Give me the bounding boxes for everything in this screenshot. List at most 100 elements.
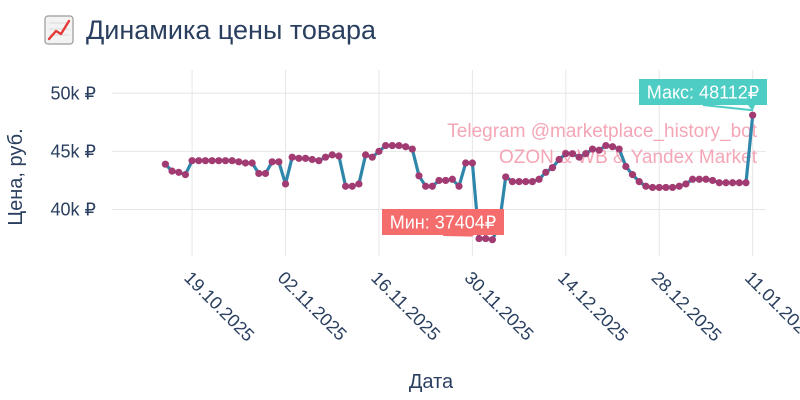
data-point	[642, 182, 650, 190]
y-tick-label: 40k ₽	[51, 200, 96, 220]
x-tick-label: 30.11.2025	[461, 268, 538, 345]
data-point	[655, 183, 663, 192]
data-point	[715, 179, 723, 187]
data-point	[408, 145, 416, 153]
data-point	[275, 158, 283, 166]
data-point	[555, 155, 563, 164]
data-point	[315, 157, 323, 165]
annotations: Мин: 37404₽ Макс: 48112₽	[382, 79, 767, 237]
x-tick-label: 14.12.2025	[554, 268, 632, 346]
data-point	[528, 178, 537, 186]
data-point	[435, 176, 443, 185]
data-point	[602, 141, 610, 150]
data-point	[482, 234, 490, 243]
data-point	[468, 159, 476, 167]
data-point	[682, 180, 690, 188]
data-point	[702, 175, 710, 183]
data-point	[301, 154, 310, 162]
data-point	[395, 141, 403, 150]
chart-increasing-icon	[44, 15, 74, 45]
y-axis-ticks: 40k ₽ 45k ₽ 50k ₽	[51, 83, 96, 219]
data-point	[742, 179, 750, 187]
data-point	[735, 179, 743, 187]
data-point	[261, 169, 270, 178]
data-point	[575, 153, 583, 161]
data-point	[548, 164, 557, 172]
data-point	[562, 150, 570, 158]
data-point	[295, 154, 303, 162]
data-point	[442, 176, 450, 185]
data-point	[355, 180, 363, 188]
data-point	[415, 172, 423, 180]
data-point	[255, 169, 263, 178]
chart-title: Динамика цены товара	[86, 14, 377, 45]
data-point	[622, 162, 630, 171]
min-annotation-label: Мин: 37404₽	[390, 213, 497, 233]
data-point	[608, 143, 617, 151]
data-point	[582, 150, 590, 158]
data-point	[382, 141, 390, 150]
y-axis-title: Цена, руб.	[5, 128, 27, 225]
annotation-arrowhead	[746, 103, 756, 112]
data-point	[455, 182, 463, 190]
data-point	[675, 182, 683, 190]
data-point	[628, 171, 637, 179]
data-point	[709, 176, 717, 185]
data-point	[568, 150, 577, 158]
data-point	[695, 175, 703, 183]
data-point	[648, 183, 657, 192]
data-point	[662, 183, 670, 192]
data-point	[422, 182, 430, 190]
chart-title-wrap: Динамика цены товара	[44, 12, 376, 48]
data-point	[361, 151, 370, 159]
x-tick-label: 11.01.2026	[741, 268, 800, 345]
data-point	[235, 158, 243, 166]
data-point	[729, 179, 737, 187]
max-annotation-box	[639, 79, 767, 105]
data-point	[268, 158, 276, 166]
data-point	[542, 168, 550, 176]
data-point	[168, 167, 176, 175]
data-point	[595, 146, 603, 154]
data-point	[488, 236, 496, 244]
y-tick-label: 45k ₽	[51, 141, 96, 161]
data-point	[462, 159, 470, 167]
data-point	[588, 145, 597, 153]
data-point	[635, 178, 643, 186]
data-point	[248, 159, 256, 167]
data-point	[321, 153, 330, 161]
data-point	[208, 157, 216, 165]
x-axis-ticks: 19.10.2025 02.11.2025 16.11.2025 30.11.2025…	[180, 268, 800, 346]
x-tick-label: 02.11.2025	[274, 268, 351, 345]
data-point	[175, 168, 183, 176]
price-series	[161, 111, 757, 244]
data-point	[288, 153, 296, 161]
data-point	[308, 155, 316, 164]
data-point	[749, 111, 757, 119]
data-point	[508, 178, 517, 186]
data-point	[221, 157, 230, 165]
data-point	[402, 143, 410, 151]
annotation-arrow	[442, 234, 473, 237]
data-point	[515, 178, 523, 186]
x-tick-label: 28.12.2025	[647, 268, 725, 346]
data-point	[688, 175, 697, 183]
watermark-text: Telegram @marketplace_history_bot	[447, 121, 757, 142]
data-point	[502, 173, 510, 181]
data-point	[241, 159, 250, 167]
data-point	[475, 234, 483, 243]
data-point	[335, 152, 343, 160]
data-point	[195, 157, 203, 165]
data-point	[615, 145, 623, 153]
max-annotation-label: Макс: 48112₽	[647, 83, 759, 103]
data-point	[215, 157, 223, 165]
data-point	[228, 157, 236, 165]
x-tick-label: 16.11.2025	[367, 268, 444, 345]
x-axis-title: Дата	[409, 371, 454, 393]
data-point	[181, 171, 190, 179]
x-tick-label: 19.10.2025	[180, 268, 258, 346]
data-point	[668, 183, 677, 192]
data-point	[201, 157, 210, 165]
data-point	[375, 147, 383, 155]
